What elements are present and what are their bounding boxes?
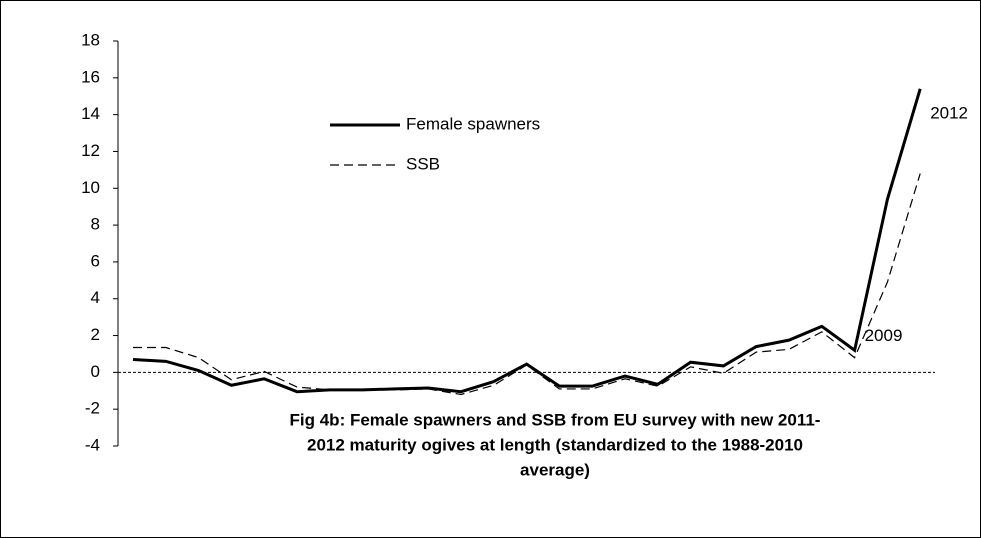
y-tick-label: 6 — [91, 251, 100, 270]
line-series — [132, 88, 922, 394]
chart-title: 2012 maturity ogives at length (standard… — [307, 435, 803, 454]
line-series — [133, 173, 921, 396]
y-tick-label: 18 — [81, 30, 100, 49]
y-tick-label: 12 — [81, 141, 100, 160]
y-tick-label: 8 — [91, 215, 100, 234]
annotation: 2009 — [865, 326, 903, 345]
y-tick-label: 10 — [81, 178, 100, 197]
y-tick-label: 0 — [91, 362, 100, 381]
legend-label: SSB — [406, 154, 440, 173]
chart-title: average) — [520, 460, 590, 479]
y-tick-label: 16 — [81, 67, 100, 86]
chart-title: Fig 4b: Female spawners and SSB from EU … — [290, 410, 821, 429]
annotation: 2012 — [930, 103, 968, 122]
y-tick-label: 14 — [81, 104, 100, 123]
y-tick-label: -4 — [85, 435, 100, 454]
y-tick-label: 2 — [91, 325, 100, 344]
y-tick-label: -2 — [85, 399, 100, 418]
y-tick-label: 4 — [91, 288, 100, 307]
legend-label: Female spawners — [406, 114, 540, 133]
